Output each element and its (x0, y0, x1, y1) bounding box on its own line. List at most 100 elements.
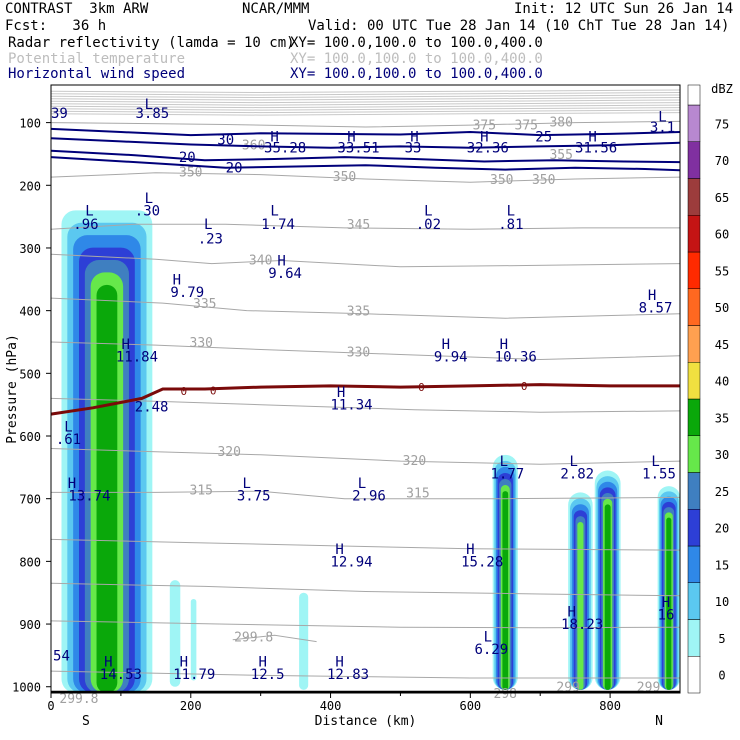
reflectivity-cell-2-level-1 (190, 598, 197, 681)
theta-label-4: 355 (549, 148, 572, 163)
colorbar-label-1: 5 (718, 632, 725, 646)
y-axis-label: Pressure (hPa) (5, 334, 20, 444)
colorbar-swatch-1 (687, 619, 701, 657)
theta-contour-upper-4 (50, 99, 681, 104)
freezing-level-label-1: 0 (210, 384, 217, 397)
annotation-28: H (277, 254, 285, 270)
colorbar-swatch-14 (687, 141, 701, 179)
annotation-74: H (335, 655, 343, 671)
theta-contour-2 (50, 223, 680, 230)
y-tick-label-9: 1000 (12, 681, 41, 695)
wind-contour-1 (50, 137, 681, 149)
annotation-36: H (442, 337, 450, 353)
y-tick-label-8: 900 (19, 618, 41, 632)
colorbar-label-14: 70 (715, 154, 729, 168)
x-tick-label-1: 200 (180, 699, 202, 713)
theta-label-6: 350 (333, 170, 356, 185)
annotation-70: H (180, 655, 188, 671)
field-theta-xy: XY= 100.0,100.0 to 100.0,400.0 (290, 51, 543, 67)
annotation-59: H (466, 542, 474, 558)
left-endpoint-label: S (82, 714, 90, 729)
annotation-22: L (270, 203, 278, 219)
theta-contour-7 (50, 448, 681, 465)
annotation-42: 11.34 (330, 398, 372, 414)
header-valid: Valid: 00 UTC Tue 28 Jan 14 (10 ChT Tue … (308, 18, 730, 34)
theta-contour-12 (232, 634, 317, 643)
header-model: CONTRAST 3km ARW (5, 1, 149, 17)
colorbar-label-0: 0 (718, 669, 725, 683)
header-fcst: Fcst: 36 h (5, 18, 107, 34)
annotation-8: 33.51 (337, 141, 379, 157)
annotation-23: 1.74 (261, 217, 295, 233)
field-wind-xy: XY= 100.0,100.0 to 100.0,400.0 (290, 66, 543, 82)
plot-frame (50, 84, 681, 694)
annotation-58: 12.94 (330, 554, 372, 570)
annotation-48: 2.82 (560, 467, 594, 483)
colorbar-label-13: 65 (715, 191, 729, 205)
colorbar-label-4: 20 (715, 522, 729, 536)
annotation-56: 2.96 (352, 489, 386, 505)
theta-label-2: 380 (549, 115, 572, 130)
theta-label-13: 330 (190, 336, 213, 351)
header-init: Init: 12 UTC Sun 26 Jan 14 (514, 1, 734, 17)
x-axis-label: Distance (km) (315, 714, 417, 729)
annotation-19: .30 (135, 203, 160, 219)
annotation-34: H (122, 337, 130, 353)
annotation-27: .81 (498, 217, 523, 233)
annotation-2: 3.85 (135, 106, 169, 122)
reflectivity-cell-4-level-7 (502, 491, 509, 690)
theta-label-19: 299.8 (234, 631, 273, 646)
wind-label-2: 20 (226, 161, 243, 177)
reflectivity-cell-6-level-7 (604, 504, 611, 690)
theta-contour-10 (50, 582, 681, 597)
theta-contour-13 (50, 670, 680, 679)
annotation-60: 15.28 (461, 554, 503, 570)
theta-label-9: 345 (347, 218, 370, 233)
x-tick-label-2: 400 (320, 699, 342, 713)
annotation-71: 11.79 (173, 667, 215, 683)
right-endpoint-label: N (655, 714, 663, 729)
annotation-11: H (480, 129, 488, 145)
annotation-21: .23 (198, 232, 223, 248)
annotation-44: .61 (56, 432, 81, 448)
theta-label-11: 335 (193, 297, 216, 312)
freezing-level-label-3: 0 (521, 380, 528, 393)
y-tick-label-7: 800 (19, 555, 41, 569)
annotation-35: 11.84 (116, 349, 158, 365)
y-tick-label-0: 100 (19, 117, 41, 131)
annotation-51: H (68, 476, 76, 492)
colorbar-swatch-3 (687, 545, 701, 583)
y-tick-label-6: 700 (19, 493, 41, 507)
reflectivity-cell-5-level-6 (577, 522, 584, 690)
wind-contour-0 (50, 127, 681, 137)
annotation-33: 8.57 (639, 301, 673, 317)
theta-label-0: 375 (473, 118, 496, 133)
theta-label-15: 320 (217, 445, 240, 460)
y-tick-label-4: 500 (19, 367, 41, 381)
theta-label-17: 315 (190, 483, 213, 498)
annotation-15: 31.56 (575, 141, 617, 157)
annotation-30: H (173, 272, 181, 288)
annotation-7: H (347, 129, 355, 145)
colorbar-label-11: 55 (715, 264, 729, 278)
annotation-37: 9.94 (434, 349, 468, 365)
y-tick-label-2: 300 (19, 242, 41, 256)
y-tick-label-1: 200 (19, 179, 41, 193)
theta-contour-9 (50, 538, 681, 551)
theta-contour-5 (50, 341, 681, 361)
colorbar-swatch-0 (687, 656, 701, 694)
theta-contour-3 (50, 253, 681, 268)
colorbar-swatch-11 (687, 251, 701, 289)
wind-label-0: 30 (217, 133, 234, 149)
field-reflectivity-xy: XY= 100.0,100.0 to 100.0,400.0 (290, 35, 543, 51)
annotation-31: 9.79 (170, 285, 204, 301)
annotation-73: 12.5 (251, 667, 285, 683)
colorbar-swatch-13 (687, 178, 701, 216)
wind-contour-2 (50, 149, 681, 164)
theta-label-21: 298 (494, 687, 517, 702)
annotation-62: 18.23 (561, 617, 603, 633)
theta-contour-0 (50, 120, 681, 128)
annotation-41: H (337, 385, 345, 401)
